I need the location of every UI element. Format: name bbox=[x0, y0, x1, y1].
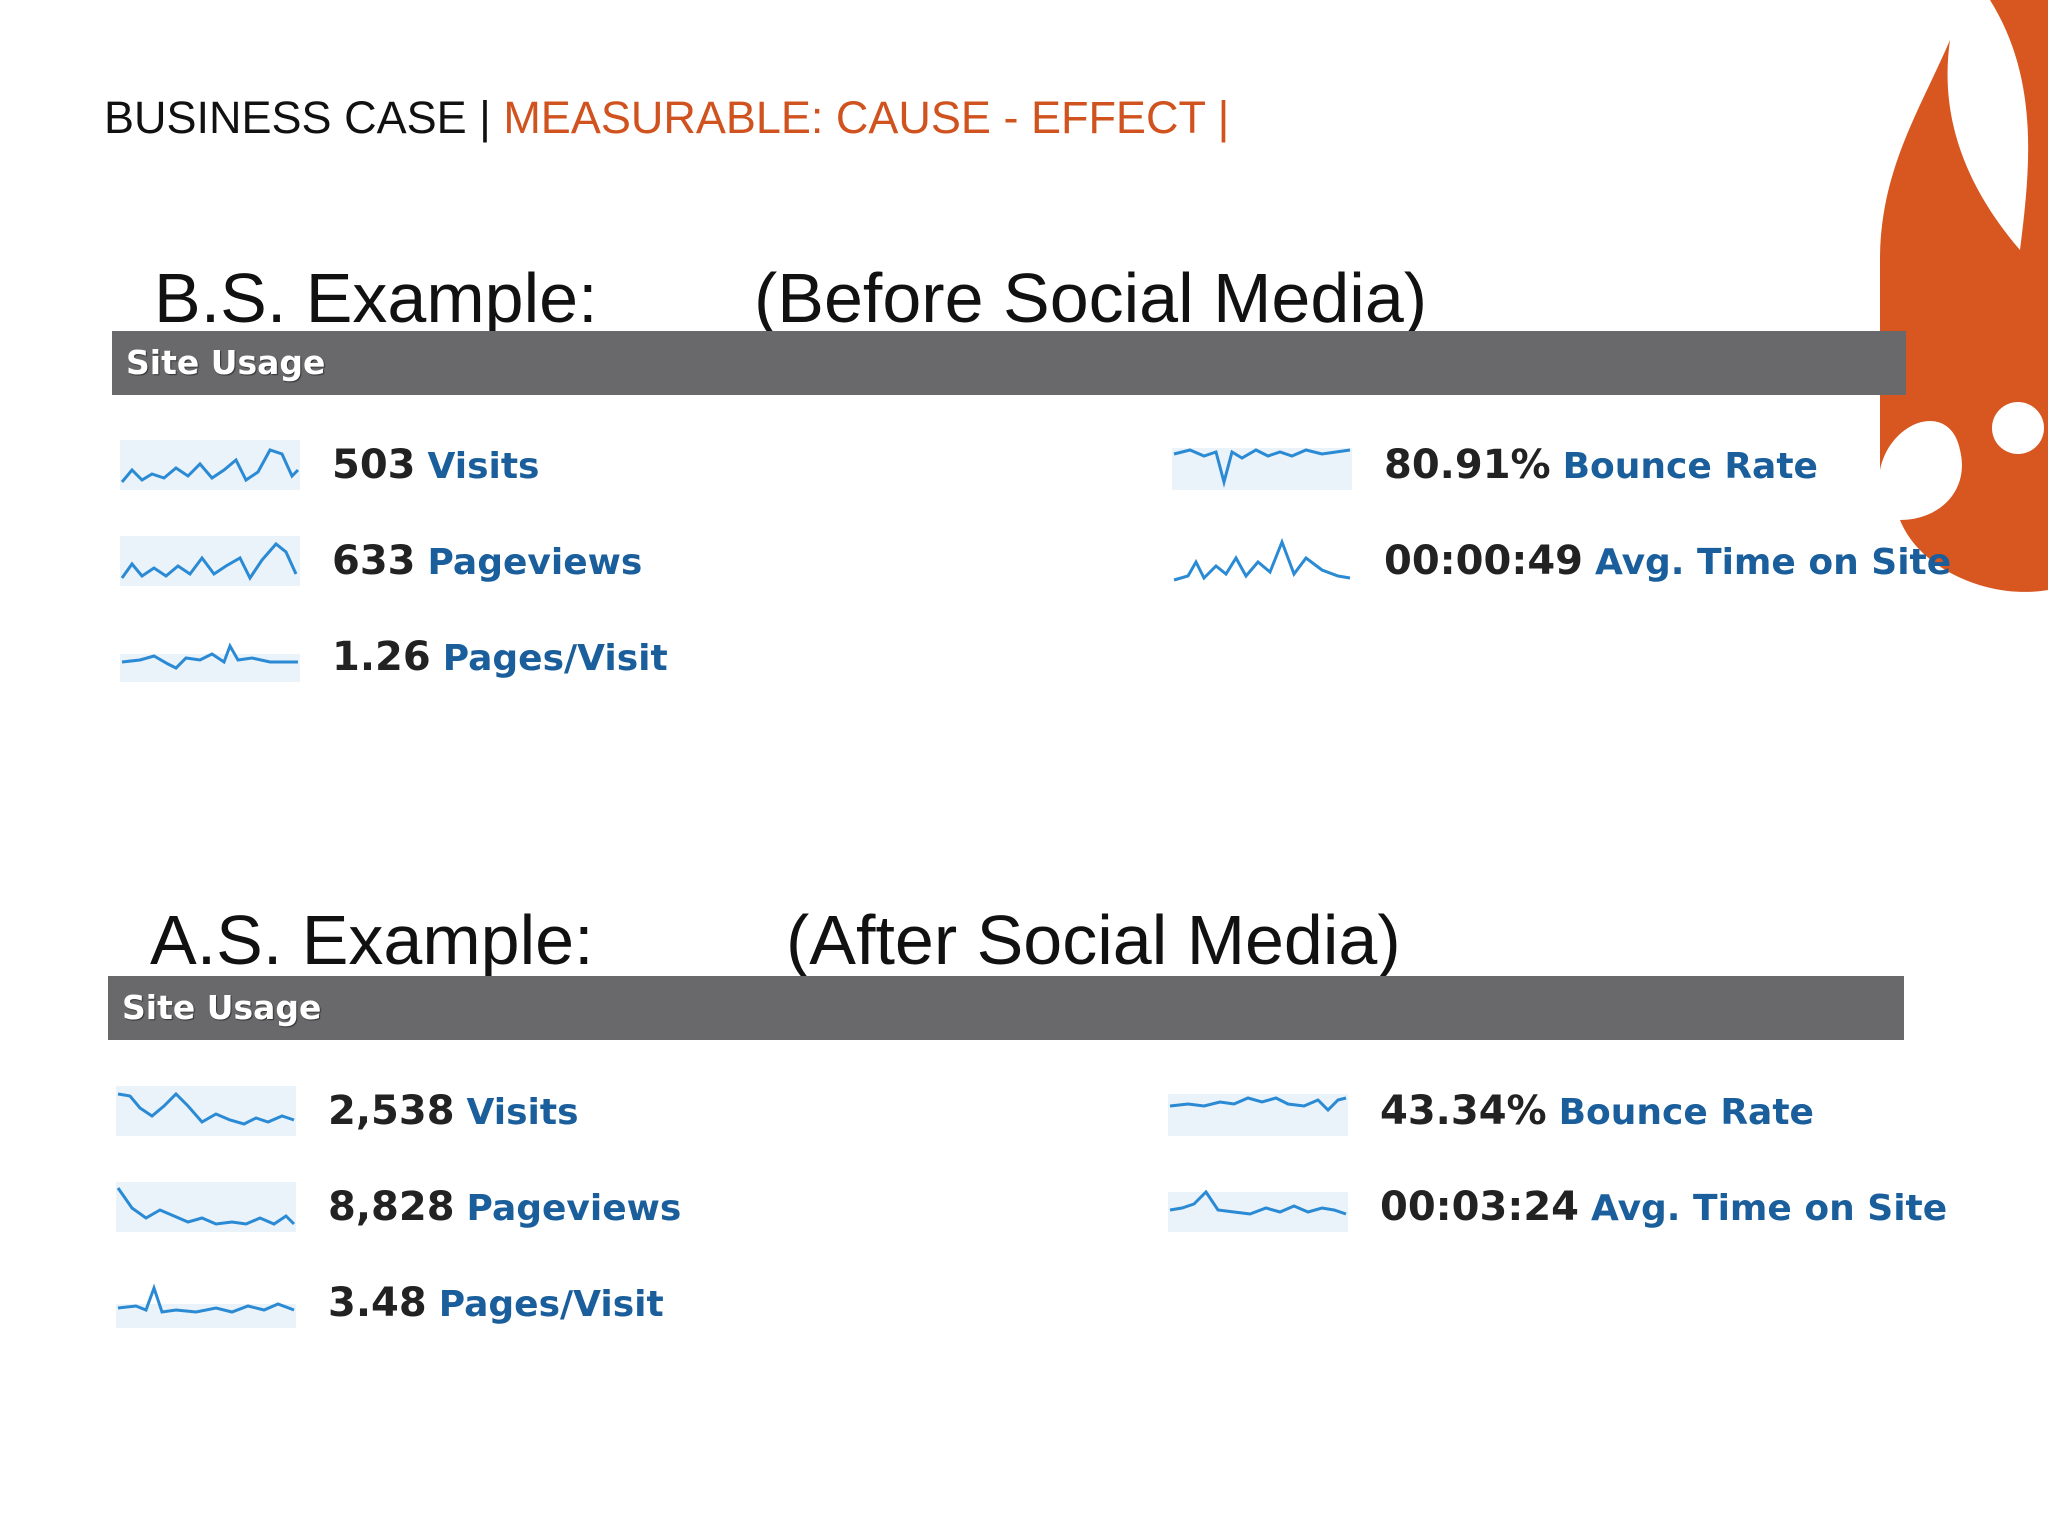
metric-label-link[interactable]: Pages/Visit bbox=[442, 638, 668, 679]
metric-label-link[interactable]: Visits bbox=[466, 1092, 579, 1133]
section-subtitle-before: (Before Social Media) bbox=[754, 259, 1428, 337]
header-prefix: BUSINESS CASE | bbox=[104, 92, 504, 143]
site-usage-bar-after: Site Usage bbox=[108, 976, 1904, 1040]
section-title-after: A.S. Example: bbox=[150, 901, 594, 979]
metric-value: 3.48 bbox=[328, 1280, 427, 1326]
metric-label-link[interactable]: Pageviews bbox=[466, 1188, 682, 1229]
metric-value: 00:03:24 bbox=[1380, 1184, 1579, 1230]
metric-value: 80.91% bbox=[1384, 442, 1551, 488]
metric-value: 00:00:49 bbox=[1384, 538, 1583, 584]
site-usage-bar-before: Site Usage bbox=[112, 331, 1906, 395]
sparkline-icon bbox=[1172, 448, 1352, 490]
metric-label-link[interactable]: Bounce Rate bbox=[1558, 1092, 1814, 1133]
sparkline-icon bbox=[1168, 1094, 1348, 1136]
metric-label-link[interactable]: Visits bbox=[427, 446, 540, 487]
metric-value: 1.26 bbox=[332, 634, 431, 680]
flame-logo-icon bbox=[1880, 0, 2048, 592]
metric-label-link[interactable]: Avg. Time on Site bbox=[1594, 542, 1952, 583]
sparkline-icon bbox=[1168, 1189, 1348, 1232]
sparkline-icon bbox=[1173, 537, 1351, 582]
metric-value: 503 bbox=[332, 442, 416, 488]
section-title-before: B.S. Example: bbox=[154, 259, 598, 337]
metric-value: 2,538 bbox=[328, 1088, 455, 1134]
slide-header: BUSINESS CASE | MEASURABLE: CAUSE - EFFE… bbox=[104, 92, 1229, 144]
section-subtitle-after: (After Social Media) bbox=[786, 901, 1401, 979]
sparkline-icon bbox=[120, 536, 300, 586]
sparkline-icon bbox=[120, 440, 300, 490]
metric-label-link[interactable]: Bounce Rate bbox=[1562, 446, 1818, 487]
metric-value: 8,828 bbox=[328, 1184, 455, 1230]
sparkline-icon bbox=[116, 1182, 296, 1232]
metric-value: 43.34% bbox=[1380, 1088, 1547, 1134]
sparkline-icon bbox=[116, 1283, 296, 1328]
metric-label-link[interactable]: Avg. Time on Site bbox=[1590, 1188, 1948, 1229]
metric-value: 633 bbox=[332, 538, 416, 584]
metric-label-link[interactable]: Pageviews bbox=[427, 542, 643, 583]
sparkline-icon bbox=[120, 642, 300, 682]
sparkline-icon bbox=[116, 1086, 296, 1136]
header-accent: MEASURABLE: CAUSE - EFFECT | bbox=[503, 92, 1230, 143]
metric-label-link[interactable]: Pages/Visit bbox=[438, 1284, 664, 1325]
